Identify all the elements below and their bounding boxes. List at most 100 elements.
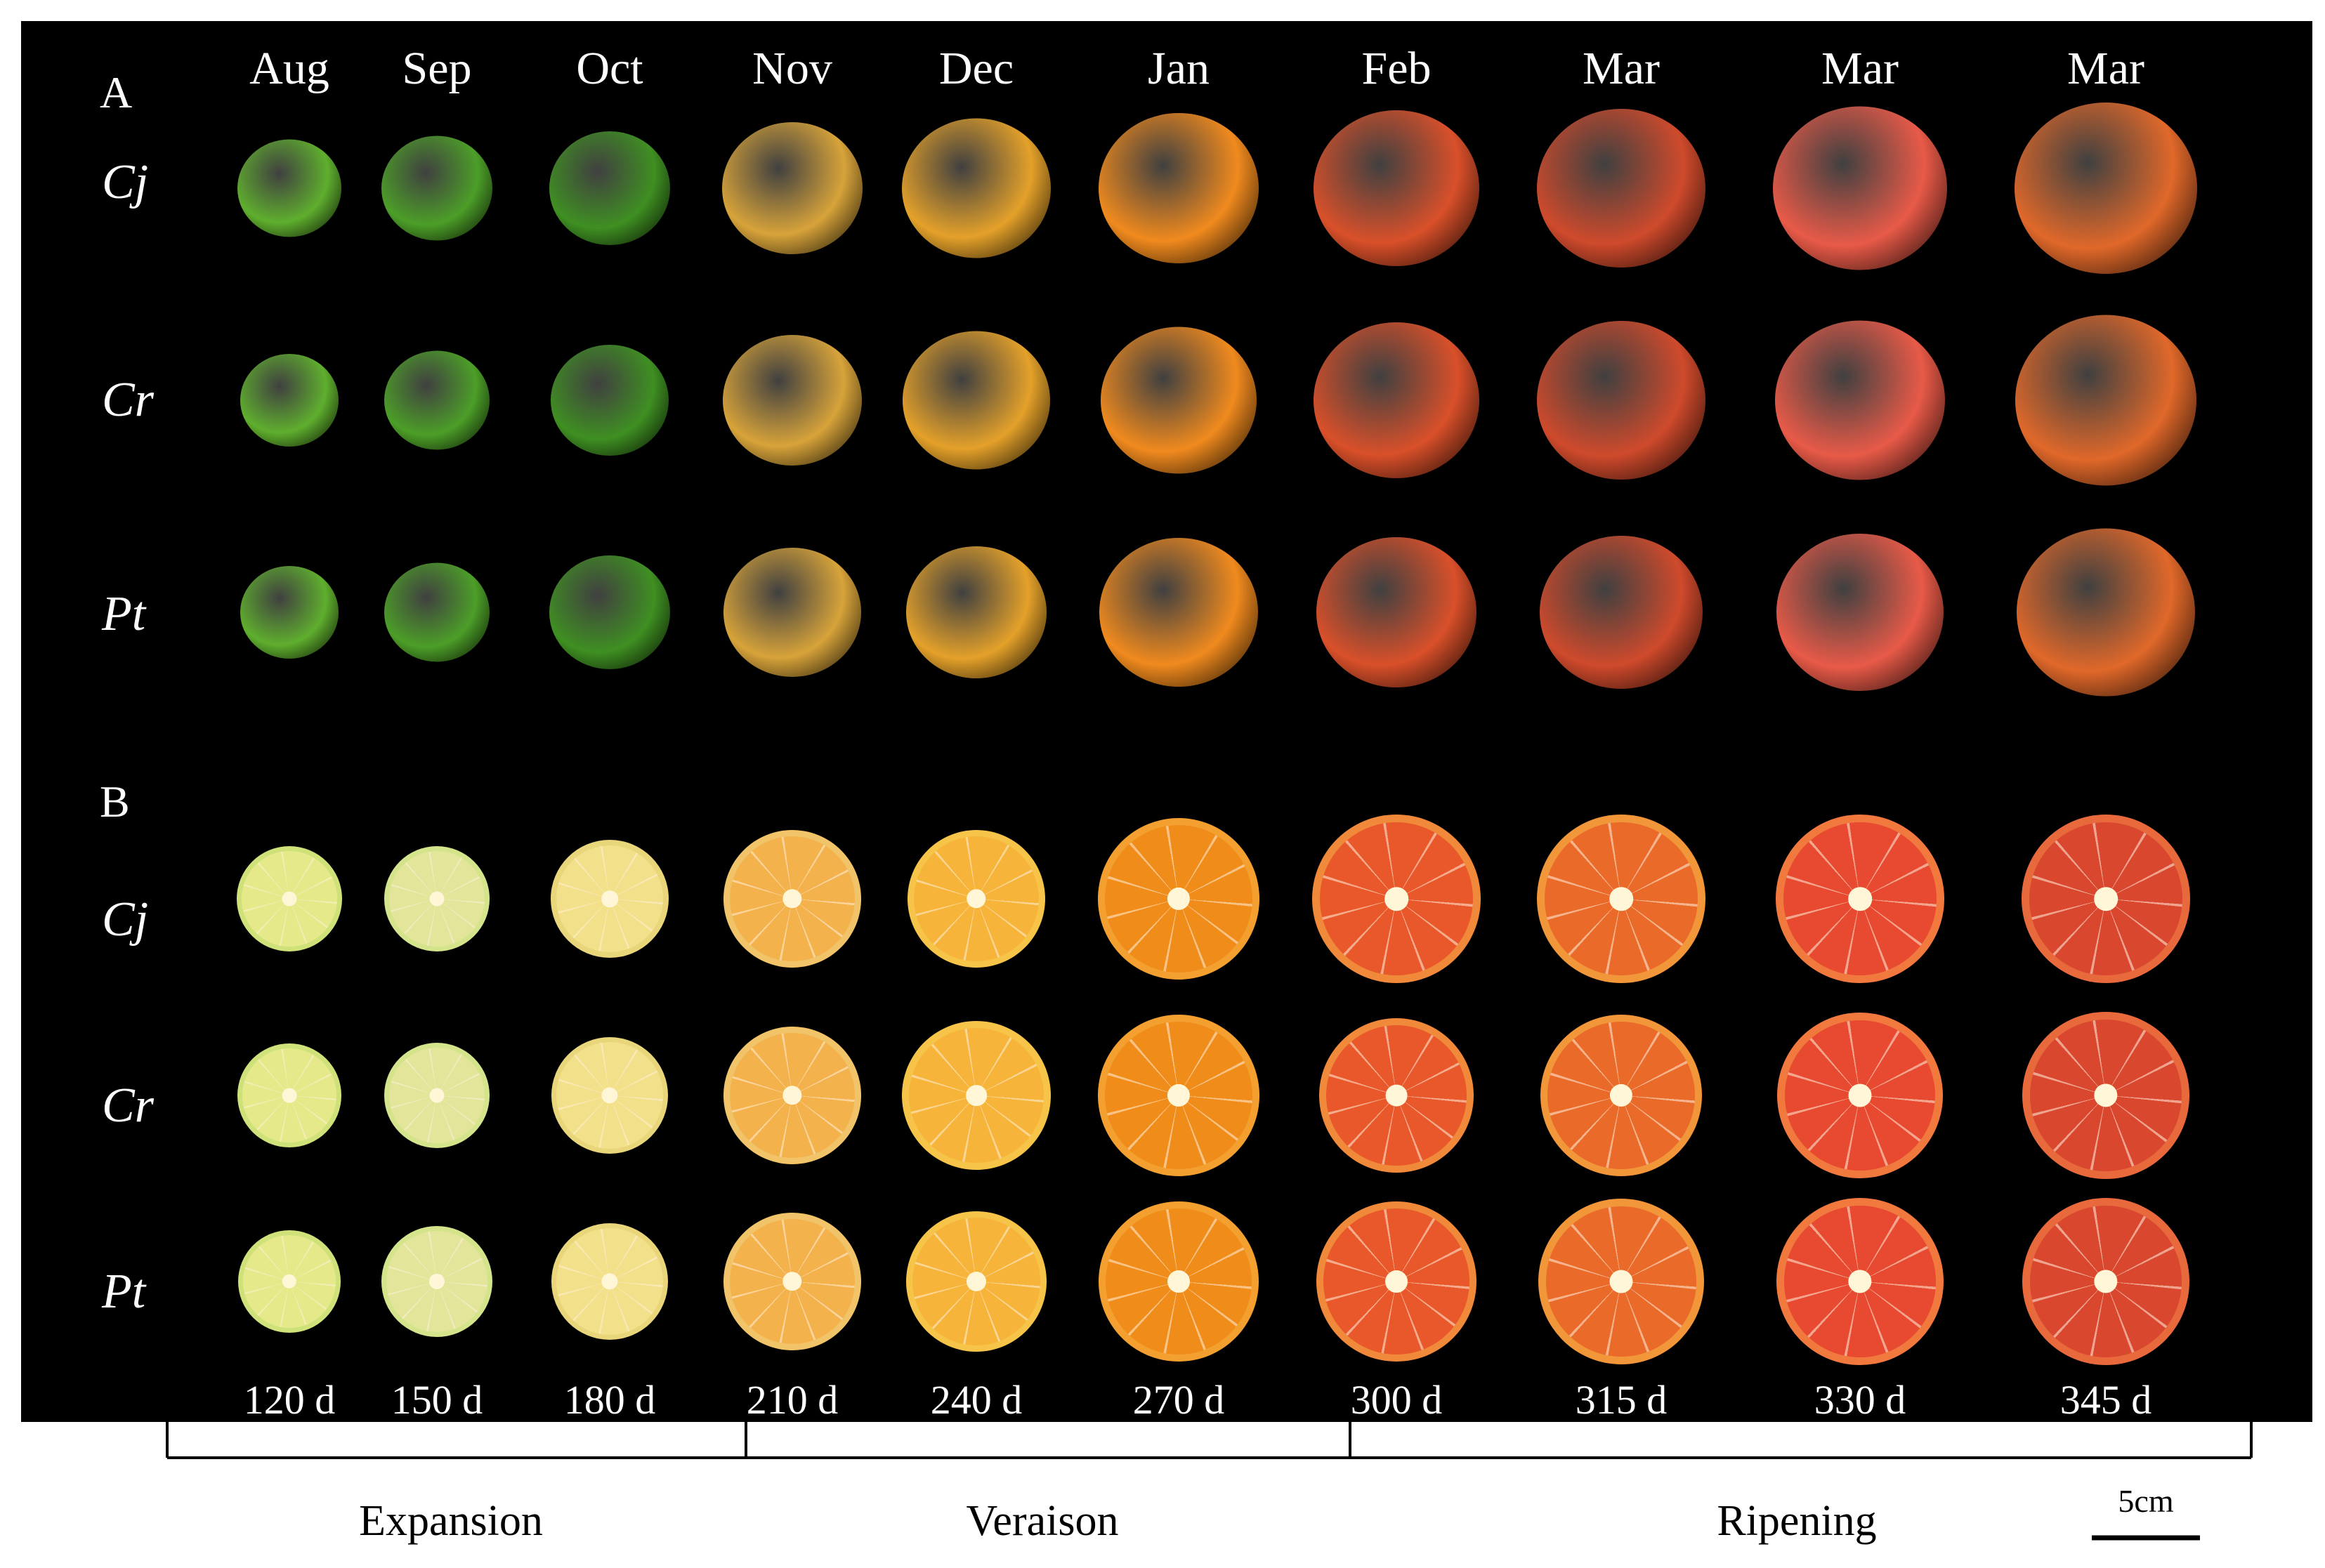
fruit-section-core [429,1088,445,1103]
fruit-section [238,1230,341,1333]
fruit-section [1099,1201,1259,1362]
whole-fruit [1773,106,1947,270]
whole-fruit [237,139,341,237]
month-label: Oct [576,43,643,94]
fruit-section-core [1848,1270,1872,1293]
month-label: Mar [1583,43,1660,94]
fruit-section-core [1609,1083,1633,1107]
whole-fruit [722,122,863,254]
fruit-section [908,830,1045,968]
fruit-section-core [1167,1270,1190,1293]
whole-fruit [1314,322,1479,478]
fruit-section-core [428,1273,445,1290]
day-label: 270 d [1132,1377,1225,1423]
day-label: 150 d [391,1377,483,1423]
whole-fruit [549,131,670,245]
fruit-section [1098,1015,1259,1176]
day-label: 315 d [1575,1377,1668,1423]
fruit-section-core [1848,887,1872,911]
fruit-section [906,1211,1047,1352]
fruit-section [1776,1198,1944,1365]
fruit-section [2022,1198,2189,1365]
fruit-section-core [601,1273,618,1290]
whole-fruit [902,118,1051,258]
fruit-section-core [2094,1083,2118,1107]
row-label-b-cj: Cj [102,892,149,947]
row-label-a-cj: Cj [102,155,149,209]
whole-fruit [1316,537,1476,687]
whole-fruit [1099,538,1258,687]
row-label-a-pt: Pt [102,587,146,641]
fruit-section-core [966,1085,987,1106]
whole-fruit [549,555,670,669]
fruit-section [551,1037,668,1154]
whole-fruit [1314,110,1479,266]
fruit-section [384,846,490,951]
fruit-section [551,1223,668,1340]
day-label: 180 d [563,1377,656,1423]
fruit-section [1540,1015,1702,1176]
whole-fruit [1776,534,1944,691]
fruit-section-core [782,1086,802,1105]
whole-fruit [2015,103,2197,274]
whole-fruit [381,136,492,241]
month-label: Mar [2067,43,2144,94]
fruit-section [2022,815,2190,983]
fruit-section-core [1609,887,1633,911]
fruit-section-core [967,889,986,909]
day-label: 120 d [243,1377,336,1423]
whole-fruit [1099,113,1259,263]
day-label: 300 d [1350,1377,1443,1423]
whole-fruit [723,548,861,677]
row-label-a-cr: Cr [102,373,154,427]
fruit-section [1312,815,1481,983]
fruit-section-core [601,890,618,907]
fruit-section-core [1385,1084,1408,1107]
fruit-section-core [601,1087,618,1104]
month-label: Mar [1821,43,1899,94]
fruit-section-core [1848,1083,1872,1107]
fruit-section [723,830,861,968]
whole-fruit [240,566,339,659]
stage-veraison: Veraison [966,1497,1119,1545]
fruit-section [551,840,669,958]
fruit-section [2022,1012,2189,1179]
stage-ripening: Ripening [1717,1497,1877,1545]
fruit-section-core [782,1272,802,1291]
fruit-section [723,1027,861,1164]
stage-expansion: Expansion [359,1497,543,1545]
fruit-section [1098,818,1259,980]
fruit-photograph: A B Aug Sep Oct Nov Dec Jan Feb Mar Mar Mar Cj Cr… [21,21,2312,1422]
fruit-section [1538,1199,1704,1364]
fruit-section [723,1213,861,1350]
fruit-section-core [782,889,802,909]
fruit-section [384,1043,490,1148]
whole-fruit [723,335,862,466]
panel-a-label: A [100,67,133,117]
day-label: 210 d [746,1377,839,1423]
fruit-section-core [967,1272,986,1291]
fruit-section [1537,815,1705,983]
month-label: Nov [752,43,832,94]
whole-fruit [1775,320,1945,480]
fruit-section [237,846,342,951]
fruit-section [1316,1201,1476,1362]
month-label: Jan [1148,43,1210,94]
panel-b-label: B [100,777,130,826]
whole-fruit [2017,528,2195,697]
fruit-section-core [1167,1083,1191,1107]
whole-fruit [1101,327,1257,474]
row-label-b-cr: Cr [102,1079,154,1133]
whole-fruit [1540,536,1703,689]
fruit-section [1776,815,1944,983]
fruit-section-core [2094,887,2118,911]
fruit-section [1319,1018,1474,1173]
fruit-section-core [2094,1270,2118,1293]
whole-fruit [384,562,490,662]
fruit-section-core [1167,887,1191,911]
fruit-section [1777,1013,1943,1178]
whole-fruit [1537,321,1705,480]
row-label-b-pt: Pt [102,1265,146,1319]
fruit-section-core [1385,1270,1408,1293]
